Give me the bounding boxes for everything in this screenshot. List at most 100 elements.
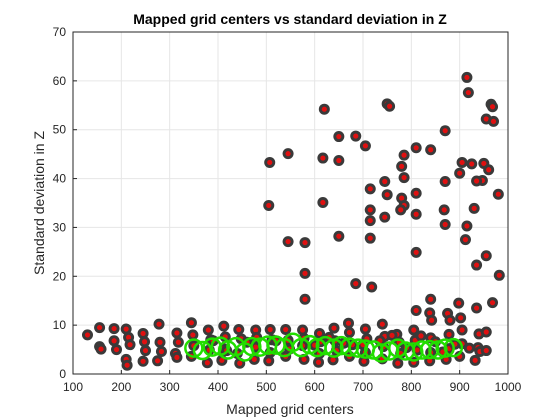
data-point <box>333 154 345 166</box>
data-point <box>410 208 422 220</box>
data-point-center <box>427 310 433 316</box>
data-point <box>439 176 451 188</box>
data-point-center <box>111 325 117 332</box>
data-point-center <box>418 333 424 339</box>
data-point-center <box>465 89 471 96</box>
data-point <box>439 125 451 137</box>
y-tick-label: 50 <box>53 123 67 137</box>
ring-marker <box>348 338 368 358</box>
data-point-center <box>411 327 417 333</box>
data-point <box>152 355 164 367</box>
data-point-center <box>476 331 482 337</box>
data-point-center <box>483 116 489 122</box>
data-point <box>299 293 311 305</box>
data-point-center <box>345 320 352 326</box>
data-point <box>439 218 451 230</box>
data-point-center <box>367 217 373 224</box>
y-tick-label: 30 <box>53 220 67 234</box>
y-tick-label: 60 <box>53 74 67 88</box>
data-point-center <box>483 253 489 259</box>
data-point <box>297 324 309 336</box>
y-tick-label: 70 <box>53 25 67 39</box>
data-point <box>453 297 465 309</box>
data-point-center <box>413 211 419 217</box>
data-point-center <box>413 145 419 151</box>
x-axis-label: Mapped grid centers <box>226 401 354 417</box>
y-tick-label: 0 <box>59 367 66 381</box>
data-point-center <box>98 346 104 352</box>
data-point <box>317 152 329 164</box>
data-point-center <box>142 347 149 354</box>
data-point <box>493 269 505 281</box>
data-point-center <box>362 143 369 149</box>
data-point-center <box>316 330 323 337</box>
axis-ticks: 100 200 300 400 500 600 700 800 900 1000 0 10 20 30 40… <box>53 25 522 394</box>
data-point-center <box>204 360 210 366</box>
data-point <box>398 172 410 184</box>
data-point <box>379 176 391 188</box>
x-tick-label: 700 <box>353 380 373 394</box>
data-point <box>82 329 93 341</box>
data-point <box>328 322 340 334</box>
ring-marker <box>184 338 204 358</box>
data-point <box>318 103 330 115</box>
data-point <box>121 359 133 371</box>
plot-area-frame <box>72 31 509 375</box>
data-point-center <box>251 356 257 362</box>
data-point <box>426 314 438 326</box>
data-point-center <box>367 186 373 192</box>
data-point-center <box>486 167 492 173</box>
data-point-center <box>353 133 359 139</box>
data-point <box>384 100 396 112</box>
data-point-center <box>384 192 390 198</box>
data-point <box>480 326 492 338</box>
data-point <box>140 345 151 357</box>
data-point-center <box>389 332 395 339</box>
data-point <box>153 318 165 330</box>
data-point <box>154 336 166 348</box>
data-point <box>282 148 294 160</box>
data-point <box>471 175 483 187</box>
data-point-center <box>462 237 469 243</box>
x-tick-label: 200 <box>111 380 131 394</box>
data-point-center <box>490 118 497 125</box>
data-point-center <box>401 152 407 158</box>
data-point-center <box>483 329 489 335</box>
data-point <box>488 115 499 127</box>
x-tick-label: 1000 <box>495 380 522 394</box>
data-point <box>263 355 275 367</box>
data-point-center <box>236 326 242 333</box>
data-point-center <box>174 354 180 360</box>
data-point <box>350 130 362 142</box>
data-point <box>454 167 466 179</box>
data-point <box>487 297 499 309</box>
data-point <box>462 87 474 99</box>
data-point <box>415 330 427 342</box>
data-point-center <box>489 300 496 306</box>
data-point <box>282 236 294 248</box>
data-point-center <box>336 133 342 140</box>
data-point-center <box>361 358 367 364</box>
y-tick-label: 20 <box>53 269 67 283</box>
data-point <box>111 344 122 356</box>
x-tick-label: 900 <box>450 380 470 394</box>
data-point-center <box>427 358 433 364</box>
data-point-center <box>442 178 448 185</box>
data-point <box>480 250 492 262</box>
data-point-center <box>285 151 291 157</box>
data-point-center <box>483 347 489 354</box>
data-point-center <box>253 327 259 333</box>
data-point <box>487 101 499 113</box>
data-point <box>171 327 183 339</box>
data-point <box>410 246 422 258</box>
data-point <box>280 324 292 336</box>
data-point-center <box>473 178 480 184</box>
data-point <box>364 215 376 227</box>
data-point-center <box>444 310 451 317</box>
data-point <box>386 329 398 341</box>
data-point-center <box>382 178 388 185</box>
x-tick-label: 100 <box>63 380 83 394</box>
data-point-center <box>458 315 464 321</box>
data-point <box>392 357 404 369</box>
data-point-center <box>401 174 407 181</box>
